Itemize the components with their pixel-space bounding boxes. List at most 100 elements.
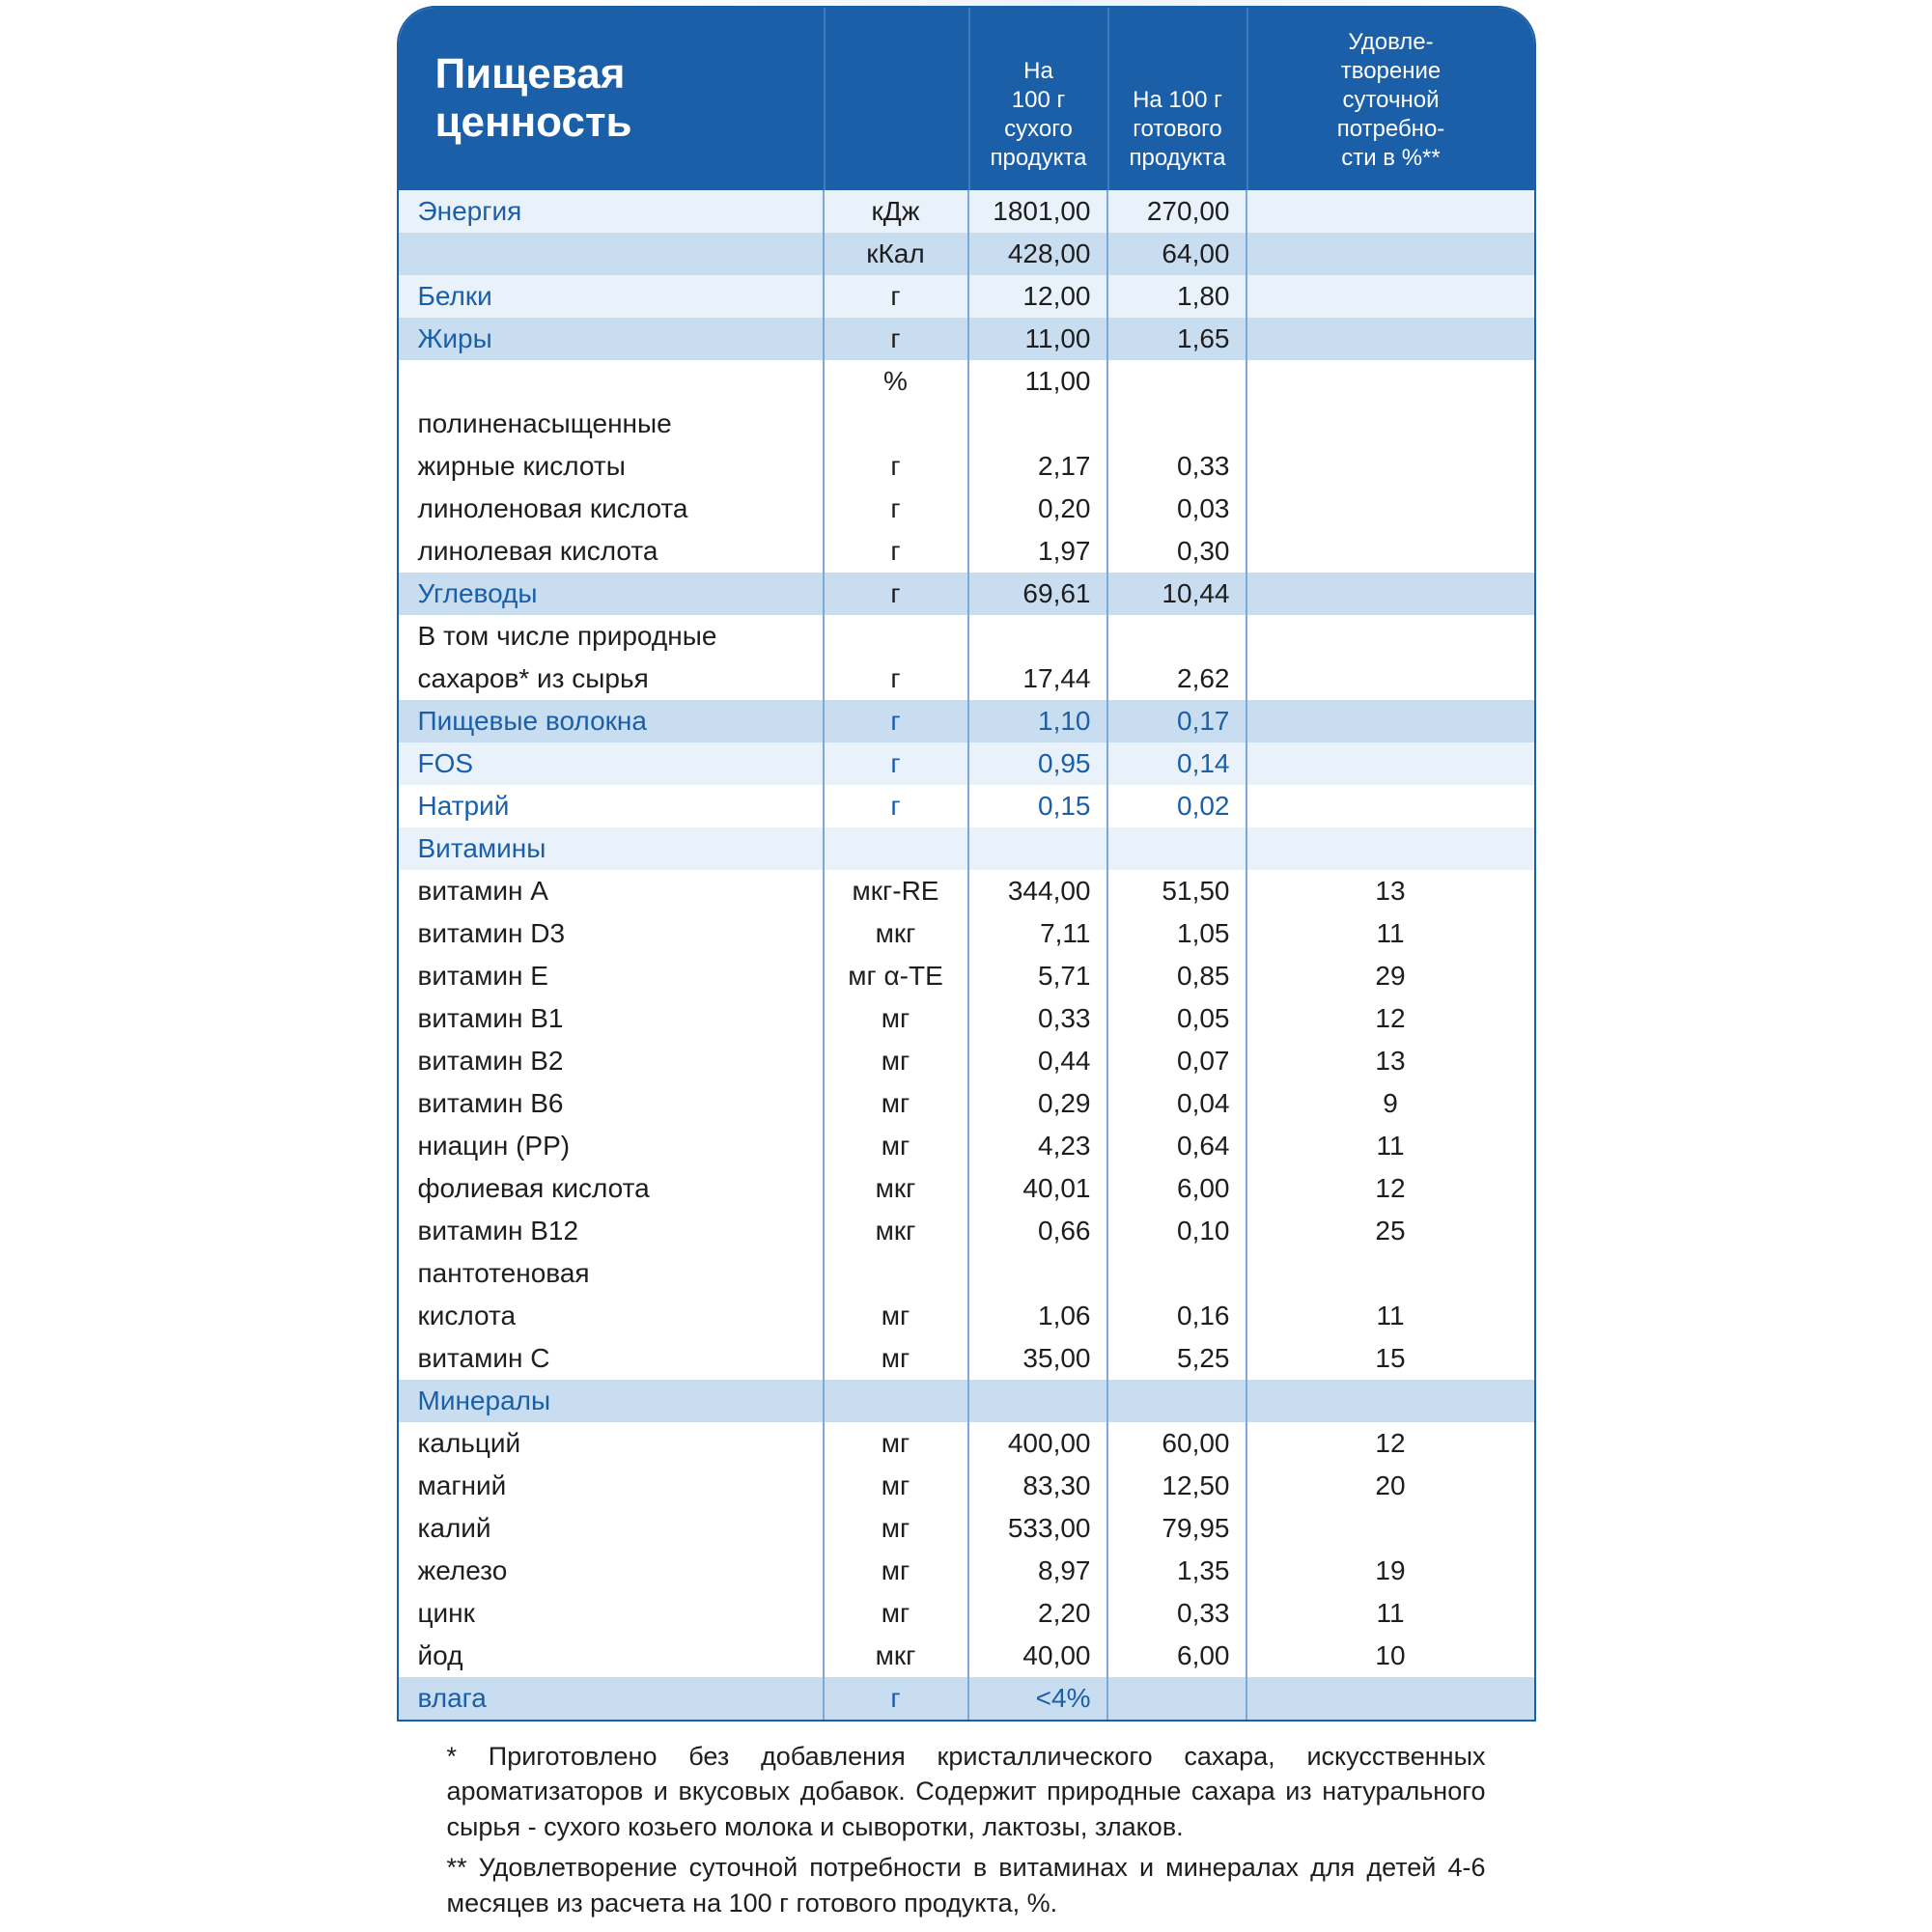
- cell-pct: 13: [1246, 870, 1534, 912]
- cell-pct: [1246, 360, 1534, 403]
- cell-unit: мг: [824, 1592, 968, 1635]
- cell-unit: мг: [824, 1040, 968, 1082]
- cell-pct: [1246, 488, 1534, 530]
- cell-pct: [1246, 190, 1534, 233]
- cell-ready: 5,25: [1107, 1337, 1246, 1380]
- cell-dry: 400,00: [968, 1422, 1107, 1465]
- cell-dry: 0,95: [968, 742, 1107, 785]
- table-row: Жирыг11,001,65: [399, 318, 1534, 360]
- col-header-pct: Удовле-творениесуточнойпотребно-сти в %*…: [1246, 8, 1534, 190]
- cell-ready: 0,33: [1107, 445, 1246, 488]
- cell-pct: 25: [1246, 1210, 1534, 1252]
- table-row: %11,00: [399, 360, 1534, 403]
- cell-unit: мг: [824, 1465, 968, 1507]
- cell-ready: 12,50: [1107, 1465, 1246, 1507]
- table-row: Минералы: [399, 1380, 1534, 1422]
- cell-unit: мг: [824, 1507, 968, 1550]
- nutrition-table: ЭнергиякДж1801,00270,00кКал428,0064,00Бе…: [399, 190, 1534, 1720]
- cell-ready: 0,04: [1107, 1082, 1246, 1125]
- table-title: Пищеваяценность: [399, 8, 824, 190]
- cell-ready: 0,03: [1107, 488, 1246, 530]
- table-row: сахаров* из сырьяг17,442,62: [399, 658, 1534, 700]
- cell-dry: 0,33: [968, 997, 1107, 1040]
- cell-dry: <4%: [968, 1677, 1107, 1720]
- cell-pct: [1246, 445, 1534, 488]
- cell-name: витамин В2: [399, 1040, 824, 1082]
- cell-name: калий: [399, 1507, 824, 1550]
- col-header-unit: [824, 8, 968, 190]
- col-header-ready: На 100 гготовогопродукта: [1107, 8, 1246, 190]
- cell-unit: мг: [824, 997, 968, 1040]
- nutrition-panel: Пищеваяценность На100 гсухогопродукта На…: [397, 6, 1536, 1722]
- cell-dry: 533,00: [968, 1507, 1107, 1550]
- cell-unit: мг: [824, 1422, 968, 1465]
- cell-unit: мг: [824, 1337, 968, 1380]
- cell-dry: 1,97: [968, 530, 1107, 573]
- cell-name: Витамины: [399, 827, 824, 870]
- cell-pct: [1246, 658, 1534, 700]
- cell-name: Натрий: [399, 785, 824, 827]
- cell-dry: [968, 1252, 1107, 1295]
- cell-ready: [1107, 827, 1246, 870]
- cell-dry: [968, 827, 1107, 870]
- cell-name: влага: [399, 1677, 824, 1720]
- cell-ready: [1107, 615, 1246, 658]
- cell-name: ниацин (PP): [399, 1125, 824, 1167]
- cell-unit: мкг: [824, 912, 968, 955]
- cell-ready: 0,33: [1107, 1592, 1246, 1635]
- cell-name: витамин В6: [399, 1082, 824, 1125]
- footnote-2: ** Удовлетворение суточной потребности в…: [447, 1850, 1486, 1920]
- table-row: витамин Амкг-RE344,0051,5013: [399, 870, 1534, 912]
- cell-name: витамин D3: [399, 912, 824, 955]
- cell-name: магний: [399, 1465, 824, 1507]
- cell-pct: [1246, 530, 1534, 573]
- cell-ready: 1,65: [1107, 318, 1246, 360]
- table-row: полиненасыщенные: [399, 403, 1534, 445]
- table-row: йодмкг40,006,0010: [399, 1635, 1534, 1677]
- cell-pct: [1246, 700, 1534, 742]
- cell-name: цинк: [399, 1592, 824, 1635]
- table-row: магниймг83,3012,5020: [399, 1465, 1534, 1507]
- table-row: FOSг0,950,14: [399, 742, 1534, 785]
- table-row: витамин В6мг0,290,049: [399, 1082, 1534, 1125]
- cell-name: пантотеновая: [399, 1252, 824, 1295]
- cell-dry: 11,00: [968, 360, 1107, 403]
- cell-name: Углеводы: [399, 573, 824, 615]
- cell-dry: 7,11: [968, 912, 1107, 955]
- cell-name: FOS: [399, 742, 824, 785]
- table-row: жирные кислотыг2,170,33: [399, 445, 1534, 488]
- table-row: кальциймг400,0060,0012: [399, 1422, 1534, 1465]
- table-row: Пищевые волокнаг1,100,17: [399, 700, 1534, 742]
- cell-ready: 79,95: [1107, 1507, 1246, 1550]
- title-text: Пищеваяценность: [435, 50, 632, 148]
- cell-unit: г: [824, 785, 968, 827]
- cell-ready: 1,80: [1107, 275, 1246, 318]
- cell-dry: 1,10: [968, 700, 1107, 742]
- cell-ready: 1,05: [1107, 912, 1246, 955]
- nutrition-card: Пищеваяценность На100 гсухогопродукта На…: [397, 6, 1536, 1926]
- cell-name: В том числе природные: [399, 615, 824, 658]
- cell-unit: мкг: [824, 1635, 968, 1677]
- table-row: витамин Смг35,005,2515: [399, 1337, 1534, 1380]
- col-header-dry: На100 гсухогопродукта: [968, 8, 1107, 190]
- cell-name: полиненасыщенные: [399, 403, 824, 445]
- cell-ready: [1107, 360, 1246, 403]
- cell-ready: 0,64: [1107, 1125, 1246, 1167]
- cell-pct: 12: [1246, 1167, 1534, 1210]
- cell-ready: 2,62: [1107, 658, 1246, 700]
- cell-pct: 10: [1246, 1635, 1534, 1677]
- cell-pct: [1246, 233, 1534, 275]
- cell-ready: 51,50: [1107, 870, 1246, 912]
- cell-name: Пищевые волокна: [399, 700, 824, 742]
- cell-pct: [1246, 1380, 1534, 1422]
- cell-unit: мг: [824, 1082, 968, 1125]
- cell-ready: 0,16: [1107, 1295, 1246, 1337]
- cell-name: железо: [399, 1550, 824, 1592]
- cell-unit: мг α-TE: [824, 955, 968, 997]
- cell-unit: [824, 1252, 968, 1295]
- cell-dry: 17,44: [968, 658, 1107, 700]
- cell-name: Жиры: [399, 318, 824, 360]
- cell-dry: [968, 403, 1107, 445]
- cell-dry: 40,01: [968, 1167, 1107, 1210]
- cell-name: Белки: [399, 275, 824, 318]
